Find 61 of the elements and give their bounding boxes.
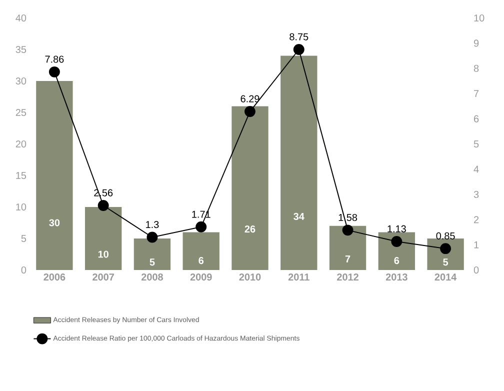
- data-label: 1.3: [146, 221, 159, 228]
- y2-tick-label: 10: [474, 14, 484, 22]
- bar: [85, 207, 122, 270]
- point: [293, 44, 304, 55]
- y2-tick-label: 7: [474, 90, 479, 98]
- bar: [329, 226, 366, 270]
- bar: [280, 56, 318, 270]
- y2-tick-label: 2: [474, 216, 479, 224]
- point: [48, 66, 60, 78]
- x-tick-label: 2007: [92, 274, 114, 281]
- data-label: 7.86: [45, 56, 64, 63]
- y-tick-label: 30: [16, 77, 26, 85]
- y2-tick-label: 6: [474, 115, 479, 122]
- y-tick-label: 15: [16, 172, 26, 179]
- y-tick-label: 20: [16, 140, 26, 148]
- y-tick-label: 25: [16, 108, 26, 116]
- bar: [36, 81, 73, 270]
- y2-tick-label: 3: [474, 190, 479, 198]
- x-tick-label: 2013: [386, 274, 408, 281]
- point: [391, 236, 402, 248]
- data-label: 0.85: [436, 232, 455, 240]
- x-tick-label: 2009: [190, 274, 212, 281]
- data-label: 10: [98, 250, 108, 258]
- x-tick-label: 2011: [288, 274, 310, 281]
- point: [98, 200, 109, 211]
- bar: [182, 232, 220, 270]
- data-label: 5: [150, 258, 155, 266]
- y2-tick-label: 9: [474, 40, 479, 47]
- point: [196, 221, 207, 232]
- y-tick-label: 40: [16, 14, 26, 22]
- y-tick-label: 10: [16, 203, 26, 211]
- y2-tick-label: 4: [474, 166, 479, 173]
- data-label: 26: [244, 226, 256, 233]
- x-tick-label: 2012: [337, 274, 358, 281]
- x-tick-label: 2010: [239, 274, 261, 281]
- x-tick-label: 2008: [141, 274, 163, 281]
- point: [146, 232, 158, 243]
- bar: [232, 106, 268, 270]
- y2-tick-label: 0: [474, 266, 479, 274]
- x-tick-label: 2006: [44, 274, 66, 281]
- point: [244, 106, 256, 117]
- data-label: 34: [294, 212, 304, 220]
- bar: [134, 238, 171, 270]
- data-label: 30: [49, 219, 60, 226]
- data-label: 8.75: [290, 33, 308, 40]
- data-label: 7: [345, 256, 350, 262]
- x-tick-label: 2014: [434, 274, 457, 281]
- data-label: 5: [443, 258, 448, 266]
- y-tick-label: 35: [16, 46, 26, 54]
- y-tick-label: 0: [21, 266, 26, 274]
- y2-tick-label: 8: [474, 64, 479, 72]
- data-label: 6: [198, 257, 204, 264]
- y2-tick-label: 5: [474, 140, 479, 148]
- data-label: 1.13: [388, 225, 406, 232]
- y-tick-label: 5: [21, 235, 26, 242]
- bar: [427, 238, 464, 270]
- data-label: 6.29: [240, 95, 260, 102]
- y2-tick-label: 1: [474, 241, 479, 248]
- data-label: 6: [394, 257, 400, 264]
- bar: [378, 232, 415, 270]
- point: [342, 224, 354, 236]
